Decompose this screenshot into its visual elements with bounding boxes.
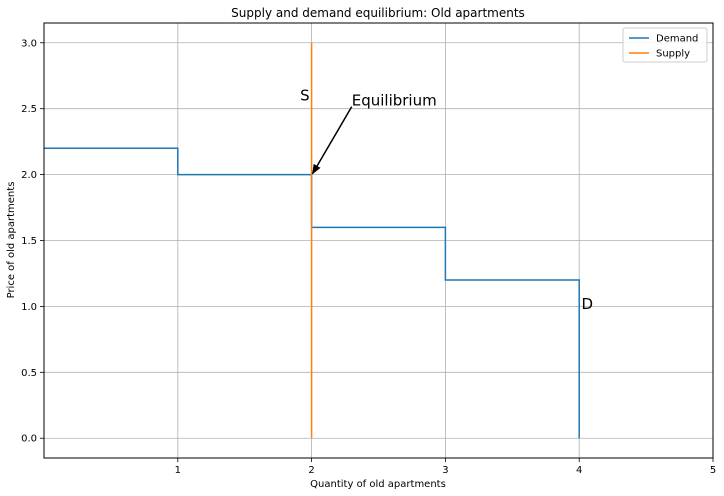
y-tick-label: 1.0 — [21, 302, 37, 313]
legend: Demand Supply — [622, 27, 708, 63]
x-tick-label: 2 — [308, 465, 314, 476]
y-axis-ticks: 0.0 0.5 1.0 1.5 2.0 2.5 3.0 — [21, 38, 44, 445]
legend-entry: Supply — [656, 49, 690, 60]
annotation-s: S — [300, 87, 310, 105]
x-tick-label: 5 — [710, 465, 716, 476]
y-tick-label: 0.5 — [21, 368, 37, 379]
x-axis-label: Quantity of old apartments — [310, 479, 446, 490]
x-axis-ticks: 1 2 3 4 5 — [175, 458, 716, 476]
x-tick-label: 3 — [442, 465, 448, 476]
x-tick-label: 4 — [576, 465, 582, 476]
y-tick-label: 2.0 — [21, 170, 37, 181]
annotation-equilibrium: Equilibrium — [352, 92, 437, 110]
x-tick-label: 1 — [175, 465, 181, 476]
series-group — [44, 42, 580, 439]
y-tick-label: 1.5 — [21, 236, 37, 247]
legend-entry: Demand — [656, 34, 698, 45]
chart-title: Supply and demand equilibrium: Old apart… — [231, 6, 525, 20]
annotations-group: S D Equilibrium — [300, 87, 593, 313]
y-tick-label: 2.5 — [21, 104, 37, 115]
equilibrium-arrow — [311, 106, 353, 175]
y-tick-label: 3.0 — [21, 38, 37, 49]
annotation-d: D — [581, 295, 593, 313]
y-tick-label: 0.0 — [21, 434, 37, 445]
y-axis-label: Price of old apartments — [6, 182, 17, 299]
